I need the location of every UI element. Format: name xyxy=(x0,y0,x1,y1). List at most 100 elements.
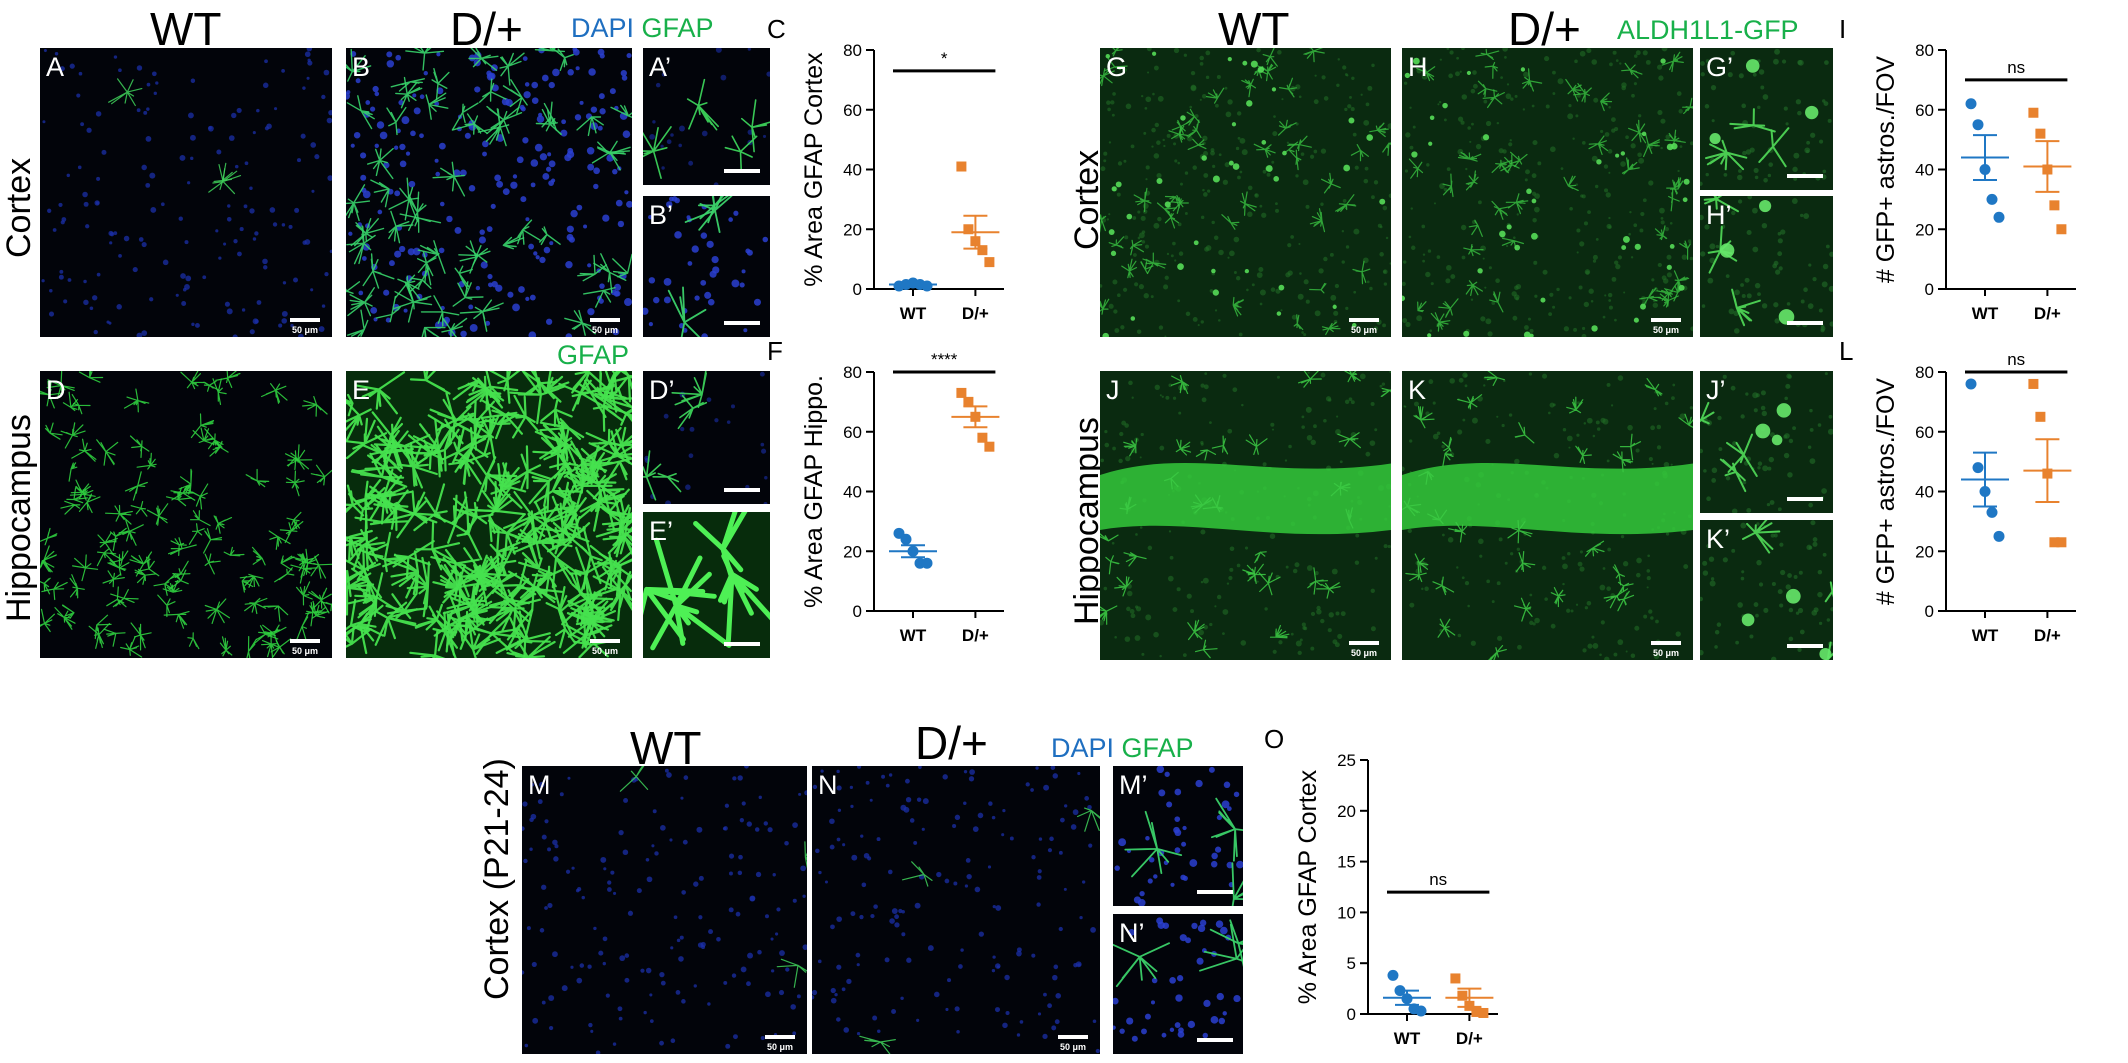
micrograph-image xyxy=(1100,371,1391,660)
y-tick-label: 80 xyxy=(843,363,862,382)
micrograph-image xyxy=(1113,914,1243,1054)
panel-letter: J xyxy=(1106,375,1120,405)
chart-letter: O xyxy=(1264,724,1285,754)
row-label-hippocampus-1: Hippocampus xyxy=(0,414,38,622)
data-point xyxy=(1415,1005,1427,1017)
y-tick-label: 80 xyxy=(843,41,862,60)
panel-letter: M’ xyxy=(1119,770,1148,800)
x-tick-label: WT xyxy=(900,304,927,323)
inset-panel-d-prime: D’ xyxy=(643,371,770,504)
y-tick-label: 60 xyxy=(1915,101,1934,120)
data-point xyxy=(2035,411,2046,422)
chart-plot: 0 20 40 60 80 WT D/+ % Area GFAP Cortex * xyxy=(800,41,1004,323)
data-point xyxy=(1986,193,1998,205)
header-wt-3: WT xyxy=(630,722,702,774)
y-tick-label: 60 xyxy=(843,423,862,442)
inset-panel-g-prime: G’ xyxy=(1700,48,1833,190)
scale-bar xyxy=(724,321,760,325)
y-tick-label: 40 xyxy=(1915,161,1934,180)
data-point xyxy=(2028,378,2039,389)
y-tick-label: 40 xyxy=(843,161,862,180)
chart-c: C 0 20 40 60 80 WT D/+ % Area GFAP Cortex * xyxy=(764,14,1054,334)
micrograph-image xyxy=(812,766,1100,1054)
micrograph-image xyxy=(643,371,770,504)
scale-bar xyxy=(590,318,620,322)
data-point xyxy=(1450,973,1461,984)
scale-bar-label: 50 μm xyxy=(1652,325,1679,335)
significance-label: * xyxy=(941,49,948,68)
panel-letter: K’ xyxy=(1706,524,1731,554)
micrograph-image xyxy=(40,371,332,658)
panel-letter: A’ xyxy=(649,52,672,82)
panel-letter: H xyxy=(1408,52,1428,82)
header-wt-2: WT xyxy=(1218,3,1290,55)
data-point xyxy=(984,257,995,268)
inset-panel-e-prime: E’ xyxy=(643,512,770,658)
scale-bar xyxy=(290,318,320,322)
inset-panel-h-prime: H’ xyxy=(1700,196,1833,337)
y-tick-label: 0 xyxy=(853,602,862,621)
x-tick-label: WT xyxy=(1972,626,1999,645)
scale-bar-label: 50 μm xyxy=(591,325,618,335)
data-point xyxy=(956,161,967,172)
stain-gfap: GFAP xyxy=(641,13,714,43)
chart-l: L 0 20 40 60 80 WT D/+ # GFP+ astros./FOV ns xyxy=(1836,336,2126,656)
scale-bar-label: 50 μm xyxy=(1350,325,1377,335)
scale-bar xyxy=(765,1035,795,1039)
data-point xyxy=(1965,378,1977,390)
data-point xyxy=(1457,990,1468,1001)
stain-dapi: DAPI xyxy=(571,13,635,43)
data-point xyxy=(1478,1007,1489,1018)
micrograph-panel-b: B 50 μm xyxy=(346,48,632,337)
panel-letter: A xyxy=(46,52,65,82)
data-point xyxy=(1972,462,1984,474)
chart-letter: I xyxy=(1839,14,1847,44)
data-point xyxy=(1965,98,1977,110)
row-label-cortex-1: Cortex xyxy=(0,157,38,258)
data-point xyxy=(977,432,988,443)
chart-plot: 0 5 10 15 20 25 WT D/+ % Area GFAP Cortex ns xyxy=(1294,751,1498,1048)
inset-panel-a-prime: A’ xyxy=(643,48,770,185)
panel-letter: H’ xyxy=(1706,200,1732,230)
chart-i: I 0 20 40 60 80 WT D/+ # GFP+ astros./FOV ns xyxy=(1836,14,2126,334)
scale-bar-label: 50 μm xyxy=(591,646,618,656)
significance-label: **** xyxy=(931,350,958,369)
inset-panel-j-prime: J’ xyxy=(1700,371,1833,513)
scale-bar-label: 50 μm xyxy=(1059,1042,1086,1052)
data-point xyxy=(900,533,912,545)
micrograph-panel-d: D 50 μm xyxy=(40,371,332,658)
y-tick-label: 60 xyxy=(843,101,862,120)
micrograph-image xyxy=(1700,520,1833,660)
chart-plot: 0 20 40 60 80 WT D/+ % Area GFAP Hippo. **** xyxy=(800,350,1004,645)
stain-dapi: DAPI xyxy=(1051,733,1115,763)
header-wt-1: WT xyxy=(150,3,222,55)
x-tick-label: D/+ xyxy=(2034,626,2061,645)
y-axis-label: % Area GFAP Cortex xyxy=(800,52,828,287)
panel-letter: E xyxy=(352,375,371,405)
y-tick-label: 20 xyxy=(843,220,862,239)
stain-gfap-2: GFAP xyxy=(557,340,630,370)
stain-label-1: DAPI GFAP xyxy=(571,15,714,42)
scale-bar xyxy=(1651,318,1681,322)
micrograph-image xyxy=(643,48,770,185)
panel-letter: D xyxy=(46,375,66,405)
micrograph-image xyxy=(643,196,770,337)
micrograph-panel-n: N 50 μm xyxy=(812,766,1100,1054)
y-tick-label: 20 xyxy=(843,542,862,561)
micrograph-image xyxy=(522,766,807,1054)
y-tick-label: 10 xyxy=(1337,903,1356,922)
panel-letter: M xyxy=(528,770,551,800)
scale-bar xyxy=(1058,1035,1088,1039)
stain-aldh1l1-gfp: ALDH1L1-GFP xyxy=(1617,15,1799,45)
x-tick-label: WT xyxy=(900,626,927,645)
micrograph-panel-m: M 50 μm xyxy=(522,766,807,1054)
scale-bar xyxy=(724,488,760,492)
x-tick-label: WT xyxy=(1972,304,1999,323)
x-tick-label: D/+ xyxy=(962,626,989,645)
data-point xyxy=(1387,969,1399,981)
data-point xyxy=(956,387,967,398)
data-point xyxy=(2049,200,2060,211)
data-point xyxy=(2035,128,2046,139)
scale-bar-label: 50 μm xyxy=(766,1042,793,1052)
y-tick-label: 60 xyxy=(1915,423,1934,442)
